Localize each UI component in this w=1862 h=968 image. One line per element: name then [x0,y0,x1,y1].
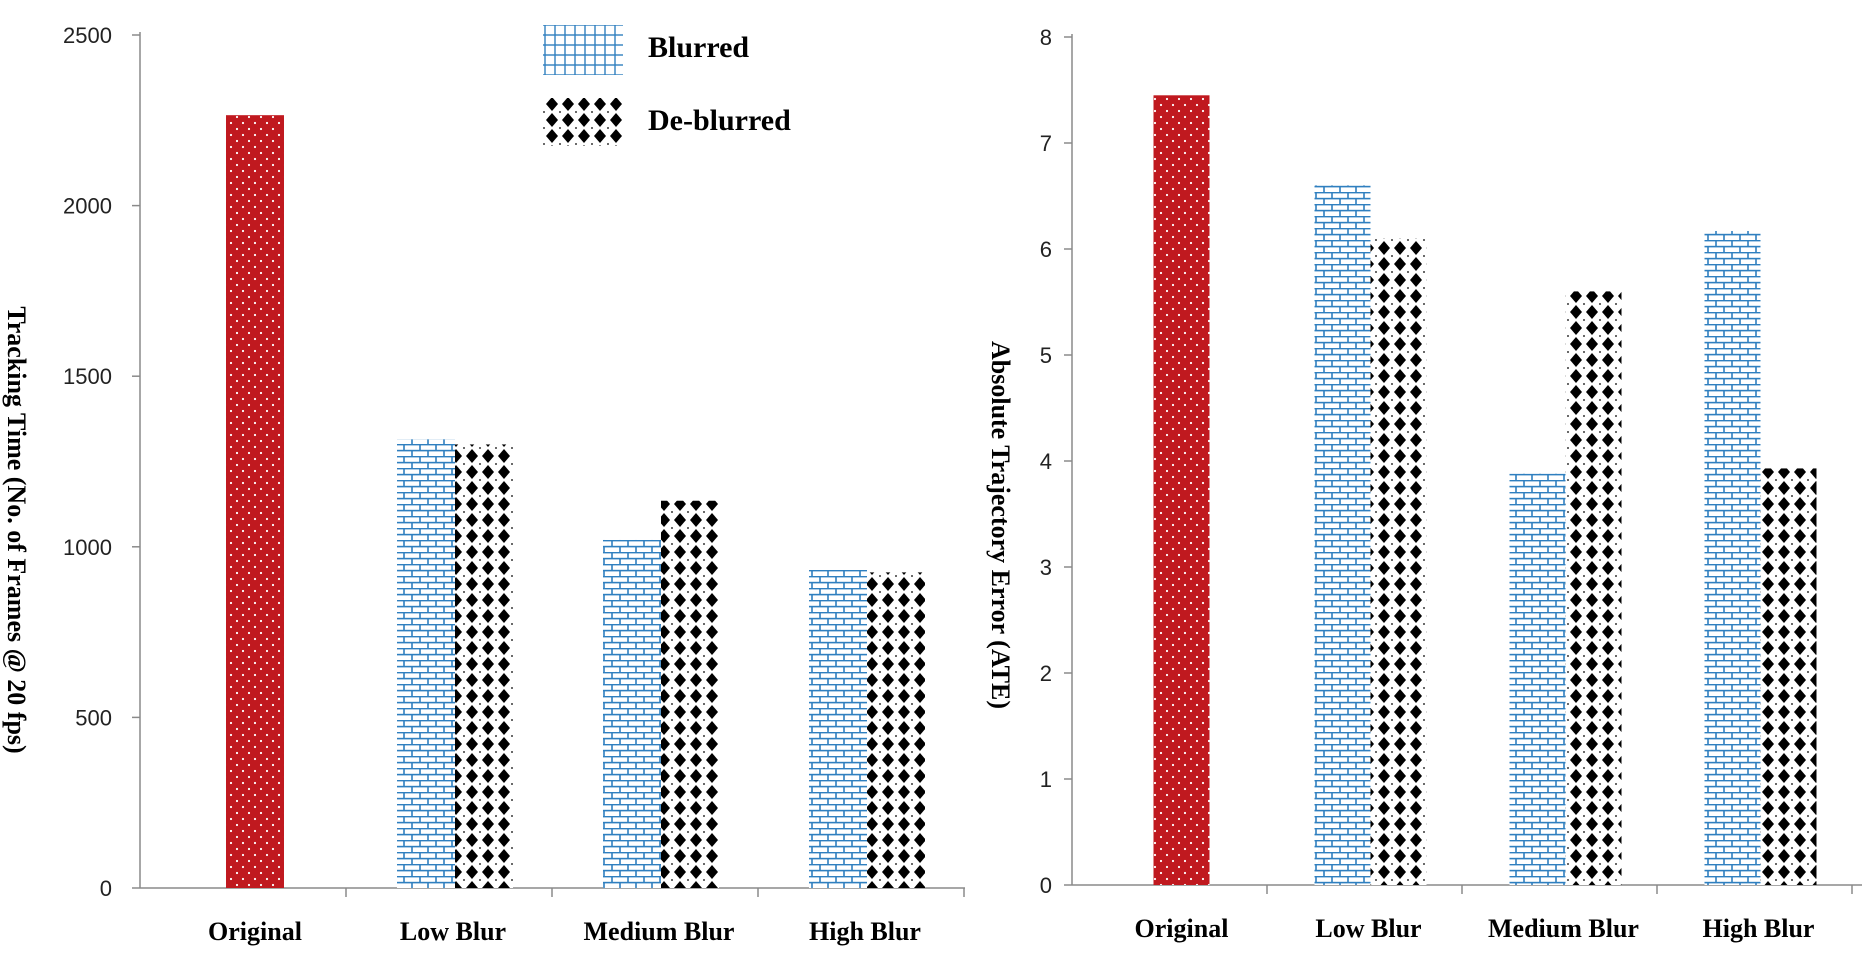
right-y-tick-label: 8 [1040,25,1052,50]
right-y-axis-title: Absolute Trajectory Error (ATE) [986,341,1015,709]
left-bar-original-original [226,115,284,888]
legend-swatch-blurred [543,25,623,75]
right-x-label-original: Original [1135,914,1229,943]
right-y-tick-label: 3 [1040,555,1052,580]
left-y-tick-label: 1500 [63,364,112,389]
legend-label-deblurred: De-blurred [648,104,791,137]
right-x-label-low-blur: Low Blur [1315,914,1421,943]
left-x-label-high-blur: High Blur [809,917,921,946]
left-y-tick-label: 0 [100,876,112,901]
left-bar-blurred-low-blur [397,439,455,888]
right-bar-blurred-low-blur [1314,185,1371,885]
right-y-tick-label: 7 [1040,131,1052,156]
right-y-tick-label: 0 [1040,873,1052,898]
right-bar-blurred-medium-blur [1509,473,1566,885]
left-y-axis-title: Tracking Time (No. of Frames @ 20 fps) [2,306,31,753]
right-bar-de-blurred-medium-blur [1565,291,1622,885]
left-chart: 0 500 1000 1500 2000 2500 Original Low Blur Medi… [63,23,965,946]
legend-label-blurred: Blurred [648,31,749,64]
left-x-label-medium-blur: Medium Blur [584,917,735,946]
right-bar-de-blurred-high-blur [1760,468,1817,885]
left-y-tick-label: 2000 [63,194,112,219]
left-y-tick-label: 1000 [63,535,112,560]
left-y-tick-label: 500 [75,705,112,730]
left-bar-de-blurred-low-blur [455,444,513,888]
right-y-tick-label: 5 [1040,343,1052,368]
right-x-label-medium-blur: Medium Blur [1488,914,1639,943]
left-y-tick-label: 2500 [63,23,112,48]
right-chart: 0 1 2 3 4 5 6 7 8 Original Low Blur Medium Blur High… [1040,25,1862,943]
chart-legend: Blurred De-blurred [543,25,791,146]
right-y-tick-label: 6 [1040,237,1052,262]
left-x-label-low-blur: Low Blur [400,917,506,946]
left-bar-de-blurred-high-blur [867,572,925,888]
left-x-label-original: Original [208,917,302,946]
right-x-label-high-blur: High Blur [1703,914,1815,943]
right-bar-de-blurred-low-blur [1370,238,1427,885]
right-y-tick-label: 1 [1040,767,1052,792]
right-y-tick-label: 4 [1040,449,1052,474]
right-y-tick-label: 2 [1040,661,1052,686]
right-bar-blurred-high-blur [1704,230,1761,886]
left-bar-blurred-high-blur [809,570,867,888]
left-bar-blurred-medium-blur [603,539,661,888]
right-bar-original-original [1153,95,1210,886]
legend-swatch-deblurred [543,98,623,146]
left-bar-de-blurred-medium-blur [661,500,719,888]
